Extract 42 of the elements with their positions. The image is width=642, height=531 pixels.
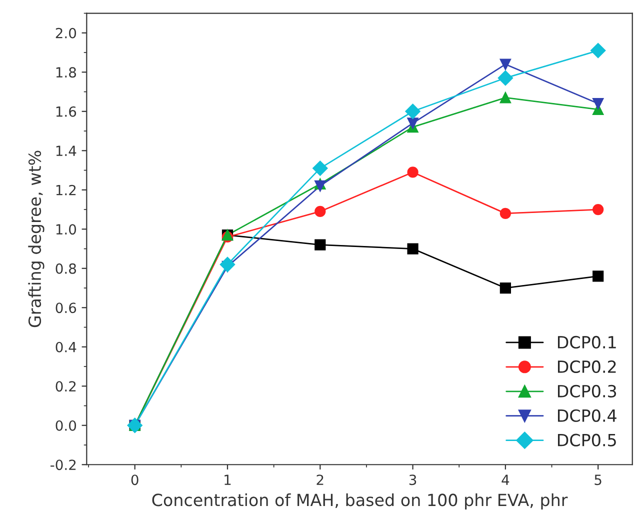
point (405, 104, 420, 119)
y-tick-label: -0.2 (50, 460, 76, 470)
x-tick-label: 3 (409, 474, 416, 486)
y-tick-label: 1.0 (56, 224, 76, 235)
x-tick-label: 1 (224, 474, 231, 485)
legend-label: DCP0.1 (558, 336, 616, 349)
legend-label: DCP0.5 (558, 434, 616, 446)
x-axis-title: Concentration of MAH, based on 100 phr EVA, phr (152, 493, 568, 510)
point (592, 270, 604, 282)
y-tick-label: 0.2 (56, 381, 76, 392)
point (312, 160, 328, 176)
y-tick-label: 2.0 (56, 28, 76, 38)
point (500, 282, 511, 294)
y-tick-label: 1.8 (56, 67, 76, 78)
legend-label: DCP0.3 (558, 384, 616, 398)
y-tick-label: 1.6 (56, 106, 76, 117)
point (500, 92, 511, 104)
y-tick-label: 1.2 (56, 184, 76, 196)
x-tick-label: 2 (316, 474, 324, 485)
x-tick-label: 4 (502, 474, 510, 485)
point (407, 166, 418, 178)
point (500, 58, 511, 70)
point (220, 256, 236, 272)
y-axis-title: Grafting degree, wt% (28, 150, 44, 328)
point (498, 70, 514, 86)
legend-label: DCP0.4 (558, 409, 616, 422)
y-tick-label: 0.0 (56, 420, 76, 431)
point (407, 243, 418, 254)
point (314, 239, 326, 250)
legend-label: DCP0.2 (558, 360, 616, 374)
y-tick-label: 0.8 (56, 263, 76, 274)
y-tick-label: 0.6 (56, 302, 76, 314)
x-tick-label: 0 (131, 474, 138, 486)
point (314, 206, 326, 218)
x-tick-label: 5 (594, 474, 602, 486)
point (500, 208, 511, 219)
point (592, 204, 604, 216)
point (407, 118, 418, 129)
point (592, 98, 604, 110)
point (590, 42, 606, 58)
y-tick-label: 0.4 (56, 342, 76, 352)
y-tick-label: 1.4 (56, 146, 76, 156)
